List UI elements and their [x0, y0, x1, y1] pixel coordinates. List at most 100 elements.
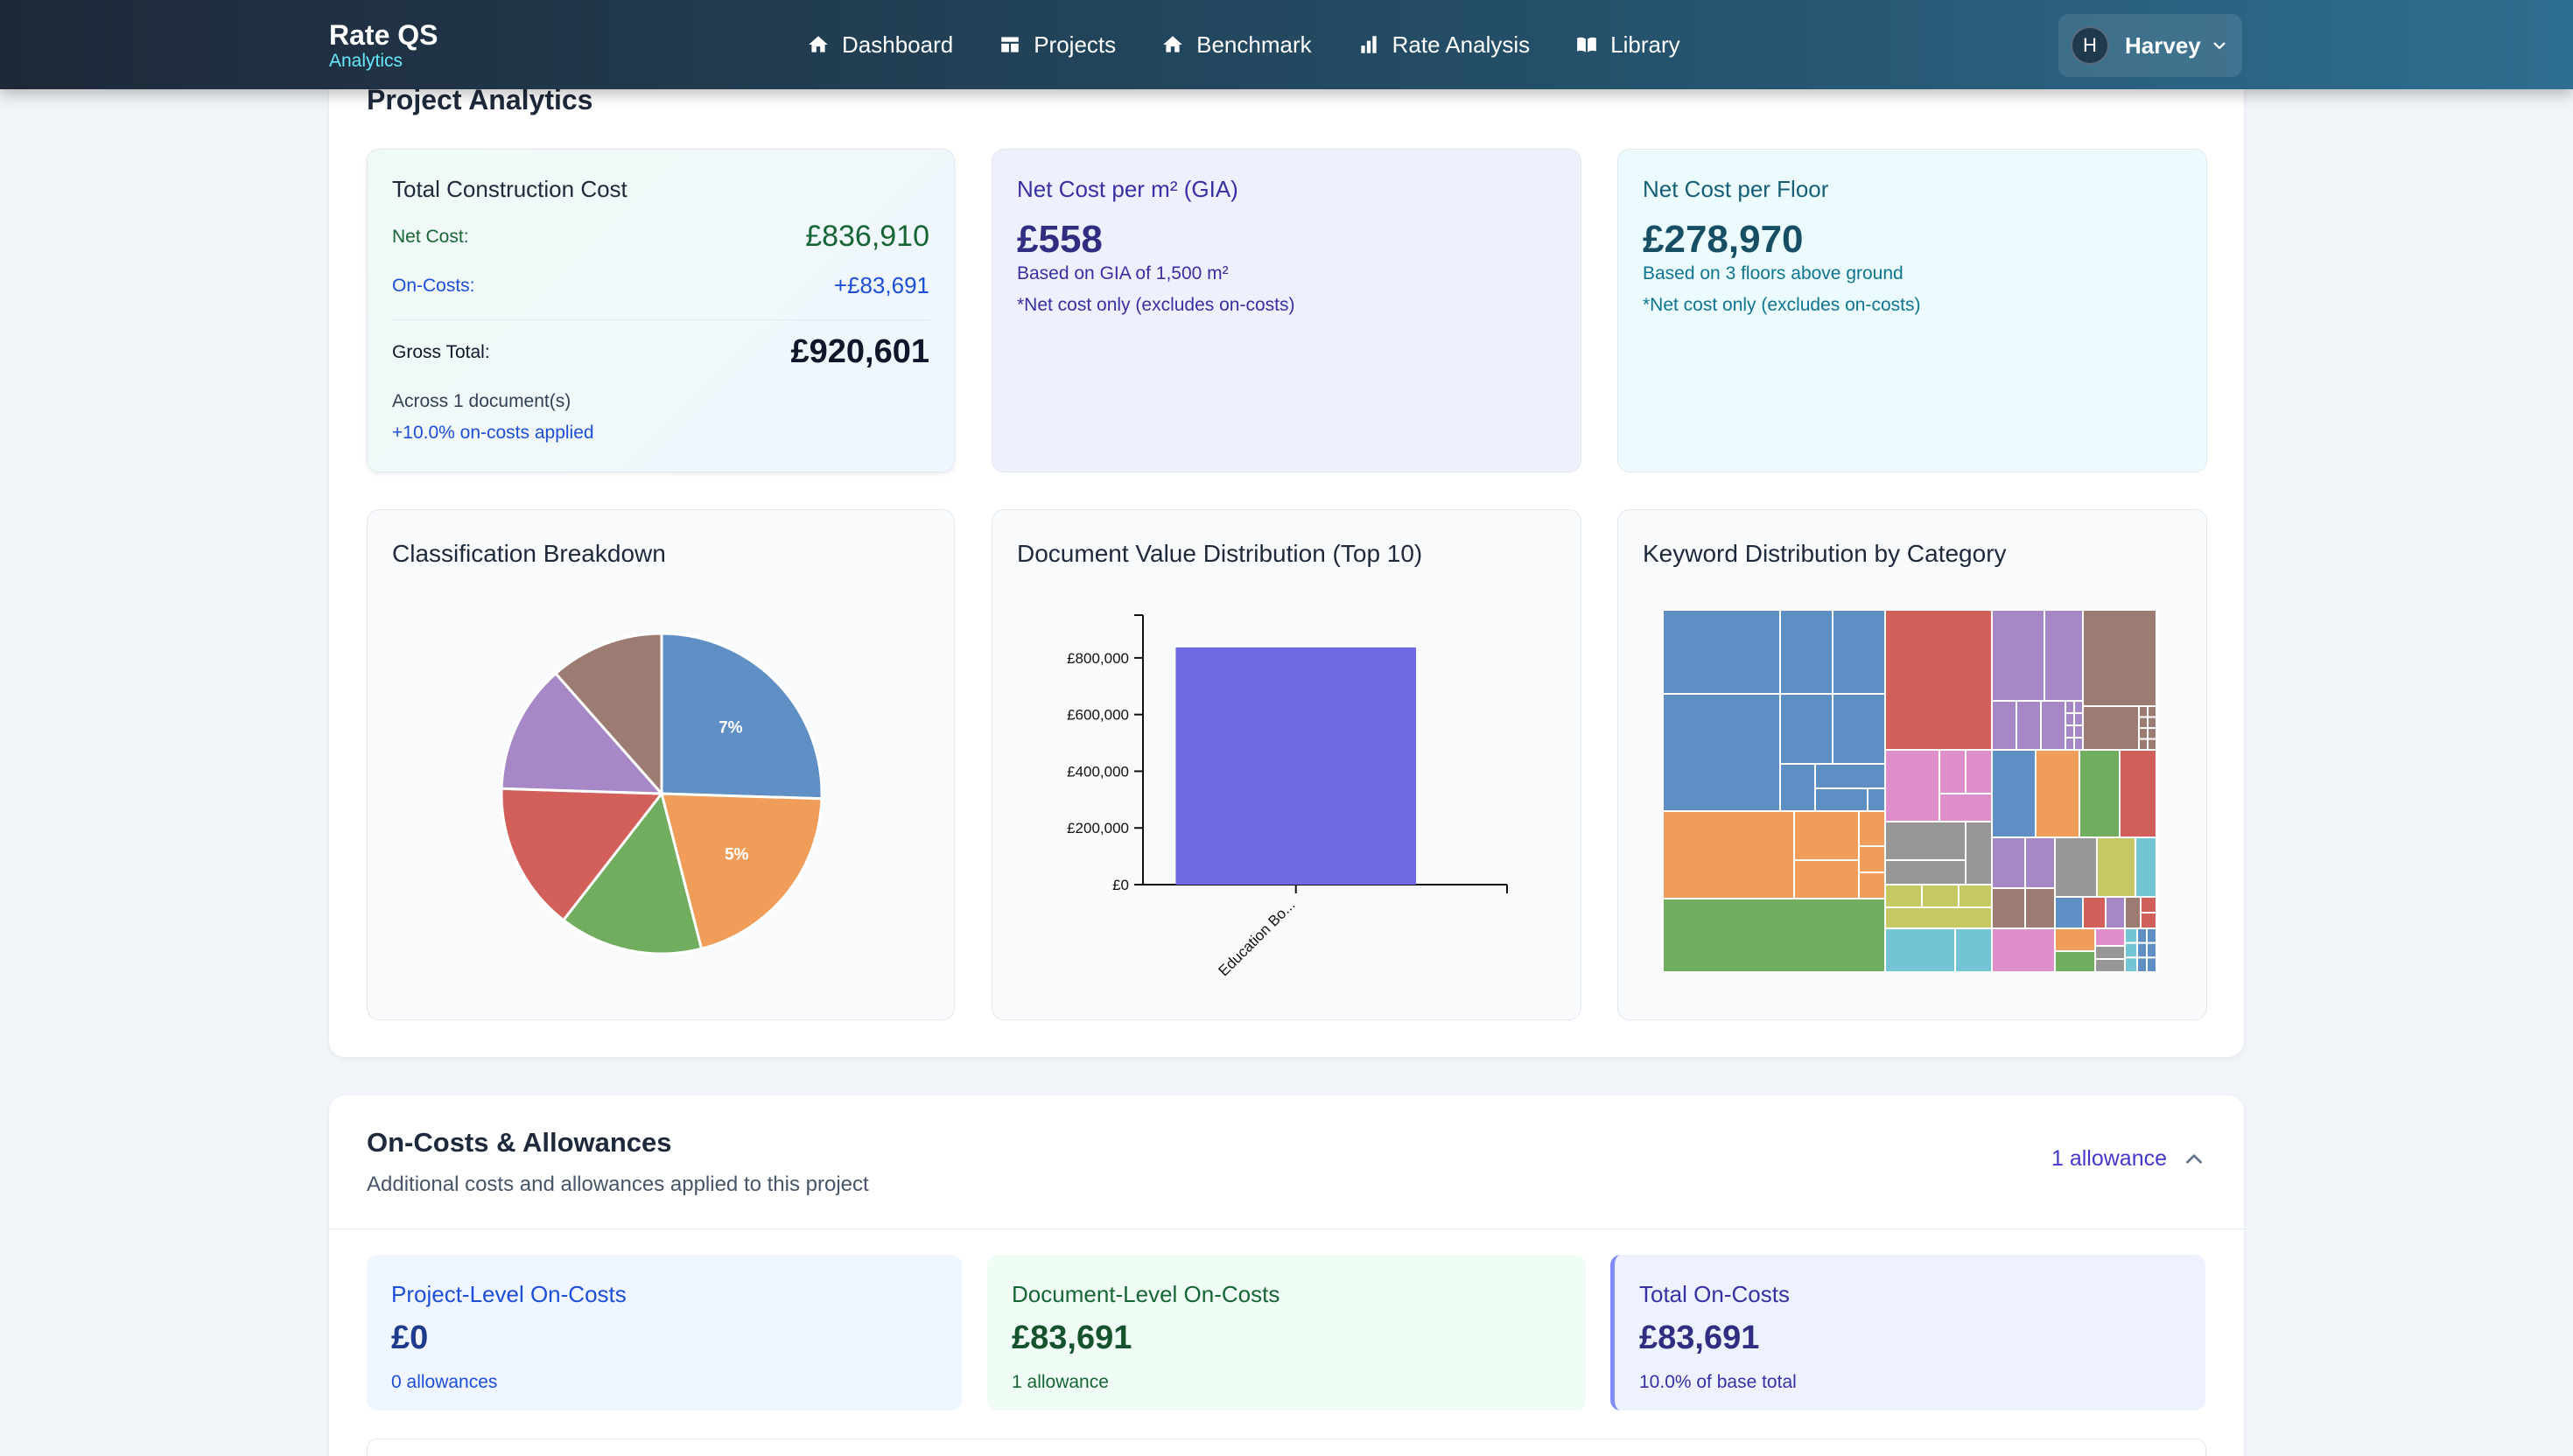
bar[interactable] [1175, 647, 1416, 885]
pie-slice[interactable] [660, 792, 824, 951]
treemap-cell[interactable] [1662, 898, 1886, 973]
treemap-cell[interactable] [2105, 896, 2126, 929]
treemap-cell[interactable] [1991, 609, 2045, 702]
pie-slice[interactable] [500, 671, 665, 795]
treemap-cell[interactable] [1939, 749, 1967, 794]
treemap-cell[interactable] [2054, 928, 2096, 952]
treemap-cell[interactable] [1793, 859, 1860, 900]
treemap-cell[interactable] [2136, 956, 2148, 974]
treemap-cell[interactable] [1832, 609, 1886, 695]
treemap-cell[interactable] [2082, 705, 2140, 751]
treemap-cell[interactable] [2146, 942, 2157, 959]
pie-slice[interactable] [660, 632, 824, 801]
treemap-cell[interactable] [2096, 836, 2136, 898]
treemap-cell[interactable] [2138, 705, 2149, 718]
treemap-cell[interactable] [1884, 749, 1940, 822]
treemap-cell[interactable] [2094, 958, 2126, 973]
treemap-cell[interactable] [1779, 763, 1816, 812]
treemap-cell[interactable] [1867, 788, 1886, 812]
treemap-cell[interactable] [2147, 716, 2157, 729]
treemap-cell[interactable] [1858, 872, 1886, 900]
nav-item-projects[interactable]: Projects [999, 32, 1116, 59]
treemap-cell[interactable] [2146, 928, 2157, 944]
treemap-cell[interactable] [2082, 896, 2107, 929]
user-menu-button[interactable]: H Harvey [2058, 14, 2242, 77]
treemap-cell[interactable] [1884, 884, 1923, 908]
treemap-cell[interactable] [2073, 737, 2084, 751]
treemap-cell[interactable] [1991, 700, 2017, 751]
treemap-cell[interactable] [2136, 928, 2148, 944]
treemap-cell[interactable] [2065, 700, 2075, 714]
treemap-cell[interactable] [1884, 928, 1956, 973]
allowances-toggle-button[interactable]: 1 allowance [2051, 1146, 2205, 1172]
treemap-cell[interactable] [2016, 700, 2042, 751]
treemap-cell[interactable] [1965, 749, 1993, 794]
treemap-cell[interactable] [1954, 928, 1993, 973]
treemap-cell[interactable] [2138, 738, 2149, 751]
treemap-cell[interactable] [2146, 956, 2157, 974]
brand-logo[interactable]: Rate QS Analytics [329, 19, 438, 72]
treemap-cell[interactable] [2147, 727, 2157, 740]
treemap-cell[interactable] [2124, 942, 2138, 959]
treemap-cell[interactable] [1965, 821, 1993, 886]
treemap-cell[interactable] [2073, 724, 2084, 738]
treemap-cell[interactable] [1991, 749, 2037, 838]
treemap-cell[interactable] [1832, 693, 1886, 765]
treemap-cell[interactable] [2065, 724, 2075, 738]
treemap-cell[interactable] [2044, 609, 2084, 702]
treemap-cell[interactable] [2136, 942, 2148, 959]
treemap-cell[interactable] [1939, 793, 1993, 822]
treemap-cell[interactable] [1991, 887, 2026, 929]
treemap-cell[interactable] [2073, 712, 2084, 726]
pie-slice[interactable] [500, 787, 664, 922]
treemap-cell[interactable] [1779, 693, 1833, 765]
treemap-cell[interactable] [2119, 749, 2157, 838]
treemap-cell[interactable] [2079, 749, 2121, 838]
treemap-cell[interactable] [1884, 859, 1967, 886]
treemap-cell[interactable] [1662, 693, 1781, 812]
treemap-cell[interactable] [1662, 810, 1795, 900]
treemap-cell[interactable] [2054, 896, 2084, 929]
treemap-cell[interactable] [1662, 609, 1781, 695]
treemap-cell[interactable] [2124, 956, 2138, 974]
nav-item-benchmark[interactable]: Benchmark [1161, 32, 1312, 59]
treemap-cell[interactable] [2138, 727, 2149, 740]
treemap-cell[interactable] [2147, 705, 2157, 718]
treemap-cell[interactable] [2065, 712, 2075, 726]
treemap-cell[interactable] [1858, 810, 1886, 847]
treemap-cell[interactable] [1884, 821, 1967, 861]
treemap-cell[interactable] [2024, 887, 2056, 929]
treemap-cell[interactable] [2094, 928, 2126, 947]
treemap-cell[interactable] [1814, 763, 1886, 789]
treemap-cell[interactable] [1921, 884, 1960, 908]
treemap-cell[interactable] [2024, 836, 2056, 889]
treemap-cell[interactable] [2054, 950, 2096, 973]
treemap-cell[interactable] [1958, 884, 1993, 908]
treemap-cell[interactable] [2124, 928, 2138, 944]
treemap-cell[interactable] [2138, 716, 2149, 729]
nav-item-library[interactable]: Library [1575, 32, 1680, 59]
pie-slice[interactable] [561, 790, 704, 956]
treemap-cell[interactable] [2140, 896, 2157, 914]
nav-item-dashboard[interactable]: Dashboard [807, 32, 953, 59]
treemap-cell[interactable] [2065, 737, 2075, 751]
treemap-cell[interactable] [1884, 609, 1993, 751]
treemap-cell[interactable] [2135, 836, 2157, 898]
pie-slice[interactable] [553, 632, 663, 797]
treemap-cell[interactable] [2035, 749, 2080, 838]
treemap-cell[interactable] [2040, 700, 2066, 751]
treemap-cell[interactable] [1991, 836, 2026, 889]
treemap-cell[interactable] [2094, 945, 2126, 960]
treemap-cell[interactable] [2147, 738, 2157, 751]
treemap-cell[interactable] [2073, 700, 2084, 714]
treemap-cell[interactable] [1814, 788, 1868, 812]
treemap-cell[interactable] [1793, 810, 1860, 861]
treemap-cell[interactable] [2054, 836, 2098, 898]
treemap-cell[interactable] [2082, 609, 2157, 707]
treemap-cell[interactable] [1779, 609, 1833, 695]
treemap-cell[interactable] [1858, 845, 1886, 873]
treemap-cell[interactable] [2124, 896, 2142, 929]
treemap-cell[interactable] [1884, 906, 1993, 929]
nav-item-rate-analysis[interactable]: Rate Analysis [1357, 32, 1530, 59]
treemap-cell[interactable] [2140, 912, 2157, 929]
